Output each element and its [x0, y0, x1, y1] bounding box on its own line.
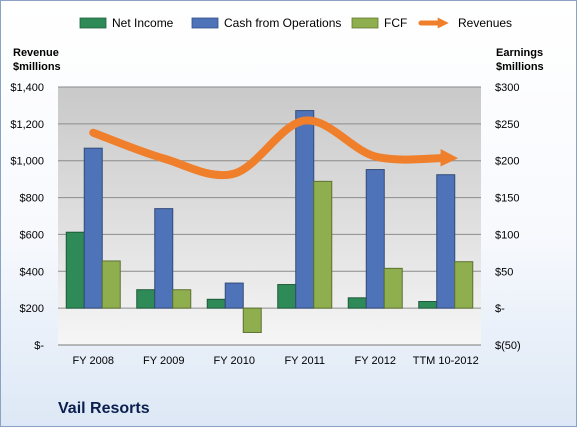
bar-fcf [313, 180, 333, 309]
x-tick-label: FY 2010 [214, 355, 255, 367]
legend-item-cash-from-operations: Cash from Operations [191, 16, 341, 30]
x-tick-label: FY 2011 [284, 355, 325, 367]
right-axis-title-line2: $millions [496, 61, 544, 73]
right-tick-label: $250 [495, 119, 519, 131]
right-tick-label: $50 [495, 266, 513, 278]
chart-title: Vail Resorts [58, 400, 150, 417]
left-tick-label: $400 [20, 266, 44, 278]
bar-net-income [206, 298, 226, 309]
bars [65, 110, 474, 333]
left-axis-ticks: $- $200 $400 $600 $800 $1,000 $1,200 $1,400 [10, 82, 44, 352]
bar-cash-from-operations [365, 169, 385, 309]
bar-fcf [383, 267, 403, 309]
bar-fcf [454, 261, 474, 309]
bar-cash-from-operations [436, 174, 456, 309]
legend-label-net-income: Net Income [112, 16, 174, 30]
revenues-line-group [89, 116, 459, 180]
left-axis-title-line2: $millions [13, 61, 61, 73]
bar-net-income [136, 289, 156, 309]
left-tick-label: $800 [20, 193, 44, 205]
legend-label-cash-from-operations: Cash from Operations [224, 16, 341, 30]
legend-item-revenues: Revenues [418, 16, 512, 30]
legend-item-fcf: FCF [351, 16, 407, 30]
right-tick-label: $300 [495, 82, 519, 94]
plot-area [58, 87, 481, 345]
bar-net-income [418, 301, 438, 309]
right-tick-label: $150 [495, 193, 519, 205]
legend-swatch-fcf [351, 17, 379, 29]
bar-cash-from-operations [224, 282, 244, 309]
gridlines [58, 86, 481, 346]
bar-cash-from-operations [83, 147, 103, 309]
right-tick-label: $- [495, 303, 505, 315]
legend: Net Income Cash from Operations FCF Reve… [79, 16, 512, 30]
bar-net-income [347, 297, 367, 309]
legend-label-fcf: FCF [384, 16, 407, 30]
right-tick-label: $100 [495, 229, 519, 241]
right-axis-ticks: $(50) $- $50 $100 $150 $200 $250 $300 [495, 82, 521, 352]
series-line-revenues [89, 116, 459, 180]
bar-fcf [172, 289, 192, 309]
left-tick-label: $600 [20, 229, 44, 241]
left-tick-label: $1,000 [10, 156, 44, 168]
right-axis-title-line1: Earnings [496, 47, 543, 59]
legend-swatch-cash-from-operations [191, 17, 219, 29]
x-tick-label: TTM 10-2012 [413, 355, 479, 367]
bar-net-income [277, 284, 297, 309]
left-axis-title-line1: Revenue [13, 47, 59, 59]
x-tick-label: FY 2012 [355, 355, 396, 367]
x-axis-ticks: FY 2008 FY 2009 FY 2010 FY 2011 FY 2012 TTM 1… [73, 355, 479, 367]
bar-cash-from-operations [154, 208, 174, 309]
left-tick-label: $1,200 [10, 119, 44, 131]
left-tick-label: $1,400 [10, 82, 44, 94]
bar-fcf [101, 260, 121, 309]
left-tick-label: $- [34, 340, 44, 352]
bar-cash-from-operations [295, 110, 315, 309]
legend-item-net-income: Net Income [79, 16, 174, 30]
legend-label-revenues: Revenues [458, 16, 512, 30]
right-tick-label: $(50) [495, 340, 521, 352]
bar-net-income [65, 231, 85, 309]
bar-fcf [242, 307, 262, 333]
x-tick-label: FY 2009 [143, 355, 184, 367]
x-tick-label: FY 2008 [73, 355, 114, 367]
legend-swatch-net-income [79, 17, 107, 29]
right-tick-label: $200 [495, 156, 519, 168]
left-tick-label: $200 [20, 303, 44, 315]
